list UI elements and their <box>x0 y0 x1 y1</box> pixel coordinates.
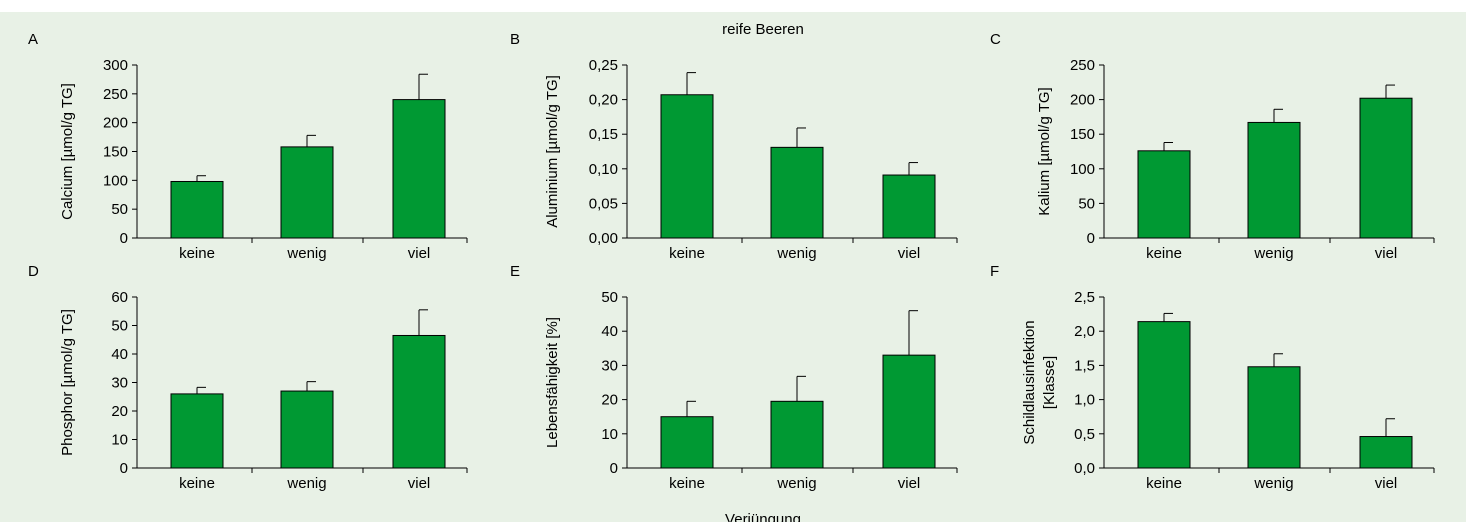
bar-wenig <box>1247 366 1301 469</box>
bar-viel <box>882 174 936 239</box>
y-tick-label: 0,20 <box>589 92 618 109</box>
x-category-label: viel <box>898 245 921 262</box>
panel-letter: A <box>28 31 38 48</box>
y-tick-label: 50 <box>601 289 618 306</box>
y-tick-label: 2,0 <box>1074 323 1095 340</box>
y-tick-label: 40 <box>601 323 618 340</box>
x-category-label: keine <box>1146 245 1182 262</box>
y-tick-label: 1,5 <box>1074 357 1095 374</box>
x-category-label: viel <box>1375 475 1398 492</box>
y-tick-label: 300 <box>103 57 128 74</box>
chart-panel-f: F 0,0 0,5 1,0 1,5 2,0 2,5 keine wenig viel Schildl… <box>990 263 1435 492</box>
y-axis-label: Phosphor [µmol/g TG] <box>59 309 76 456</box>
y-tick-label: 200 <box>1070 92 1095 109</box>
bar-wenig <box>770 400 824 469</box>
x-category-label: wenig <box>776 245 816 262</box>
y-tick-label: 0 <box>610 460 618 477</box>
y-tick-label: 0,5 <box>1074 426 1095 443</box>
y-tick-label: 200 <box>103 115 128 132</box>
y-tick-label: 100 <box>1070 161 1095 178</box>
figure-background <box>0 12 1466 522</box>
chart-panel-e: E 0 10 20 30 40 50 keine wenig viel Lebensfähigkei… <box>510 263 958 492</box>
panel-letter: F <box>990 263 999 280</box>
y-tick-label: 30 <box>111 375 128 392</box>
chart-panel-d: D 0 10 20 30 40 50 60 keine wenig viel Phosphor [µm… <box>28 263 468 492</box>
y-tick-label: 0,0 <box>1074 460 1095 477</box>
bar-wenig <box>770 146 824 239</box>
y-tick-label: 250 <box>103 86 128 103</box>
bar-keine <box>1137 321 1191 469</box>
figure-bottom-label: Verjüngung <box>725 511 801 522</box>
x-category-label: viel <box>408 475 431 492</box>
y-tick-label: 60 <box>111 289 128 306</box>
y-tick-label: 150 <box>103 144 128 161</box>
y-tick-label: 0 <box>1087 230 1095 247</box>
bar-keine <box>170 393 224 469</box>
y-tick-label: 100 <box>103 172 128 189</box>
y-tick-label: 1,0 <box>1074 392 1095 409</box>
y-axis-label: Kalium [µmol/g TG] <box>1036 87 1053 215</box>
bar-viel <box>392 99 446 239</box>
y-tick-label: 20 <box>111 403 128 420</box>
y-tick-label: 0,25 <box>589 57 618 74</box>
panel-letter: D <box>28 263 39 280</box>
y-axis-label: Lebensfähigkeit [%] <box>544 317 561 448</box>
bar-viel <box>392 334 446 469</box>
x-category-label: wenig <box>1253 245 1293 262</box>
y-axis-label: Calcium [µmol/g TG] <box>59 83 76 220</box>
bar-keine <box>1137 150 1191 239</box>
x-category-label: wenig <box>1253 475 1293 492</box>
y-tick-label: 30 <box>601 357 618 374</box>
y-tick-label: 20 <box>601 392 618 409</box>
y-tick-label: 50 <box>111 201 128 218</box>
y-tick-label: 0 <box>120 460 128 477</box>
x-category-label: viel <box>408 245 431 262</box>
y-tick-label: 2,5 <box>1074 289 1095 306</box>
y-tick-label: 50 <box>1078 195 1095 212</box>
y-axis-label: [Klasse] <box>1041 356 1058 409</box>
chart-panel-a: A 0 50 100 150 200 250 300 keine wenig viel Calcium… <box>28 31 468 262</box>
bar-viel <box>1359 436 1413 469</box>
bar-keine <box>660 94 714 239</box>
bar-viel <box>882 354 936 469</box>
x-category-label: viel <box>898 475 921 492</box>
y-axis-label: Aluminium [µmol/g TG] <box>544 75 561 228</box>
bar-wenig <box>280 146 334 239</box>
y-tick-label: 10 <box>111 432 128 449</box>
bar-wenig <box>1247 121 1301 239</box>
x-category-label: keine <box>179 245 215 262</box>
x-category-label: keine <box>1146 475 1182 492</box>
panel-letter: E <box>510 263 520 280</box>
bar-keine <box>660 416 714 469</box>
y-tick-label: 250 <box>1070 57 1095 74</box>
panel-letter: B <box>510 31 520 48</box>
y-tick-label: 0,10 <box>589 161 618 178</box>
x-category-label: wenig <box>286 245 326 262</box>
x-category-label: keine <box>669 475 705 492</box>
chart-panel-b: B 0,00 0,05 0,10 0,15 0,20 0,25 keine wenig viel A… <box>510 31 958 262</box>
bar-wenig <box>280 390 334 469</box>
y-tick-label: 10 <box>601 426 618 443</box>
y-tick-label: 50 <box>111 318 128 335</box>
y-tick-label: 0,15 <box>589 126 618 143</box>
x-category-label: wenig <box>776 475 816 492</box>
y-tick-label: 40 <box>111 346 128 363</box>
x-category-label: viel <box>1375 245 1398 262</box>
panel-letter: C <box>990 31 1001 48</box>
figure-top-title: reife Beeren <box>722 21 804 38</box>
y-tick-label: 0 <box>120 230 128 247</box>
x-category-label: wenig <box>286 475 326 492</box>
bar-keine <box>170 180 224 239</box>
y-tick-label: 0,00 <box>589 230 618 247</box>
x-category-label: keine <box>669 245 705 262</box>
y-tick-label: 0,05 <box>589 195 618 212</box>
y-axis-label: Schildlausinfektion <box>1021 320 1038 444</box>
bar-viel <box>1359 97 1413 239</box>
x-category-label: keine <box>179 475 215 492</box>
chart-panel-c: C 0 50 100 150 200 250 keine wenig viel Kalium [µm… <box>990 31 1435 262</box>
y-tick-label: 150 <box>1070 126 1095 143</box>
